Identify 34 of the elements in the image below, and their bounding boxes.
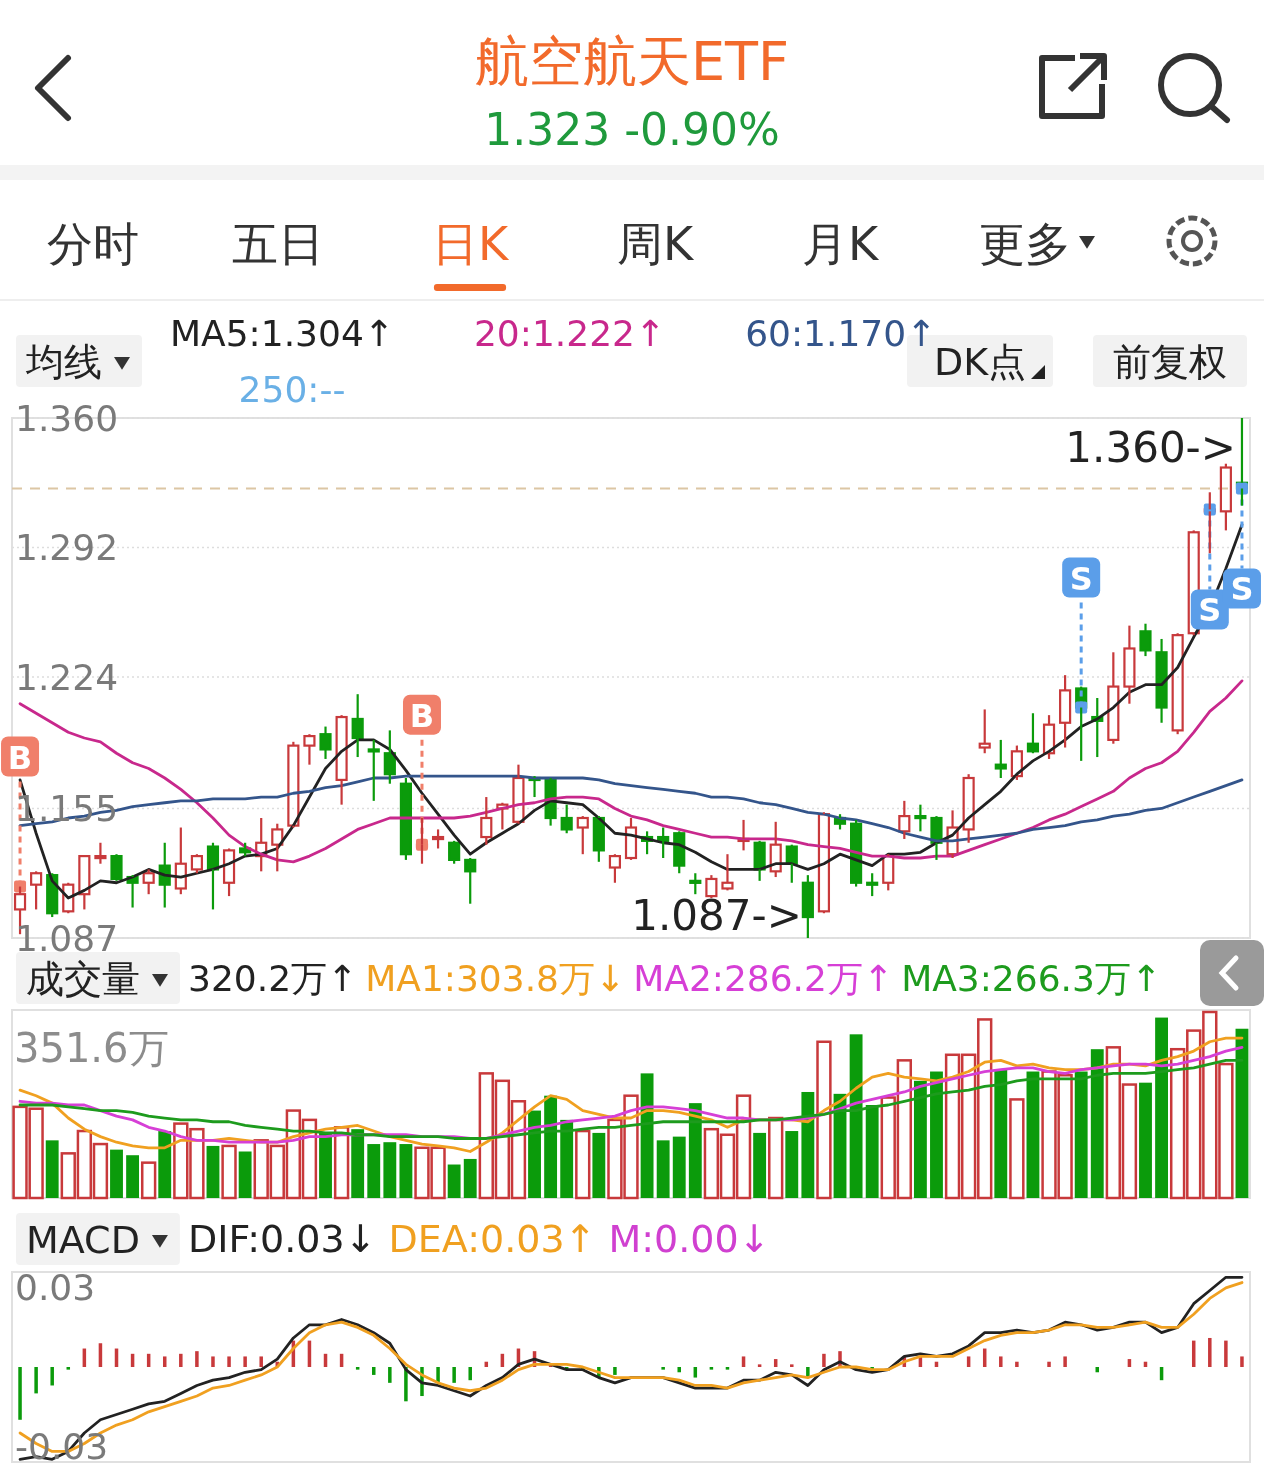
text: 五日 xyxy=(232,217,324,271)
legend-title: MACD xyxy=(26,1218,140,1262)
signal: S xyxy=(1222,482,1261,609)
text: 日K xyxy=(431,217,510,271)
text: 周K xyxy=(616,217,695,271)
y-tick-label: 1.224 xyxy=(15,656,119,698)
signal: B xyxy=(403,694,441,851)
text: 320.2万↑ xyxy=(188,958,358,999)
series-label: DIF:0.03↓ xyxy=(187,1217,377,1261)
annotation: 351.6万 xyxy=(14,1025,169,1071)
text: 分时 xyxy=(47,217,139,271)
y-tick-label: 1.087 xyxy=(15,917,119,959)
y-tick-label: 1.360 xyxy=(15,397,119,439)
text: M:0.00↓ xyxy=(608,1217,771,1261)
text: MA2:286.2万↑ xyxy=(633,958,894,999)
signal: S xyxy=(1062,557,1101,714)
annotation: 1.087-> xyxy=(631,891,802,940)
series-label: DEA:0.03↑ xyxy=(388,1217,597,1261)
text: MA1:303.8万↓ xyxy=(365,958,626,999)
text: 更多 xyxy=(979,217,1071,271)
y-tick-label: 1.292 xyxy=(15,527,119,569)
legend-title: 成交量 xyxy=(26,957,140,1001)
chart-subtitle: 1.323 -0.90% xyxy=(484,104,780,155)
text: MA5:1.304↑ xyxy=(170,313,394,354)
legend-label: S xyxy=(1198,591,1222,630)
y-tick-label: 0.03 xyxy=(15,1267,96,1309)
text: 前复权 xyxy=(1113,340,1227,384)
chart-title: 航空航天ETF xyxy=(474,30,790,93)
annotation: 1.360-> xyxy=(1065,423,1236,472)
text: 20:1.222↑ xyxy=(473,313,666,354)
text: 250:-- xyxy=(238,369,346,410)
text: MA3:266.3万↑ xyxy=(901,958,1162,999)
text: 月K xyxy=(801,217,880,271)
legend-title: 均线 xyxy=(25,340,102,384)
